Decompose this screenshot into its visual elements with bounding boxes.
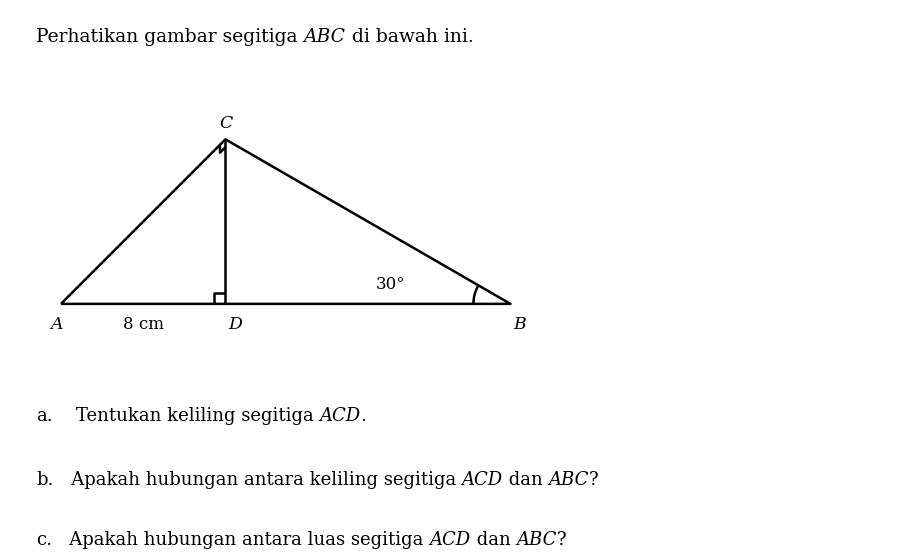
Text: ACD: ACD [429, 531, 471, 549]
Text: dan: dan [471, 531, 516, 549]
Text: ABC: ABC [548, 470, 589, 489]
Text: D: D [229, 316, 242, 333]
Text: .: . [360, 407, 366, 425]
Text: dan: dan [502, 470, 548, 489]
Text: 30°: 30° [376, 275, 405, 293]
Text: 8 cm: 8 cm [122, 316, 164, 333]
Text: ?: ? [589, 470, 599, 489]
Text: Tentukan keliling segitiga: Tentukan keliling segitiga [53, 407, 319, 425]
Text: di bawah ini.: di bawah ini. [346, 28, 473, 45]
Text: b.: b. [36, 470, 54, 489]
Text: C: C [219, 115, 232, 132]
Text: Apakah hubungan antara luas segitiga: Apakah hubungan antara luas segitiga [53, 531, 429, 549]
Text: ACD: ACD [319, 407, 360, 425]
Text: ABC: ABC [304, 28, 346, 45]
Text: a.: a. [36, 407, 53, 425]
Text: Perhatikan gambar segitiga: Perhatikan gambar segitiga [36, 28, 304, 45]
Text: B: B [513, 316, 526, 333]
Text: Apakah hubungan antara keliling segitiga: Apakah hubungan antara keliling segitiga [54, 470, 462, 489]
Text: ACD: ACD [462, 470, 502, 489]
Text: A: A [51, 316, 63, 333]
Text: ABC: ABC [516, 531, 556, 549]
Text: c.: c. [36, 531, 53, 549]
Text: ?: ? [556, 531, 566, 549]
